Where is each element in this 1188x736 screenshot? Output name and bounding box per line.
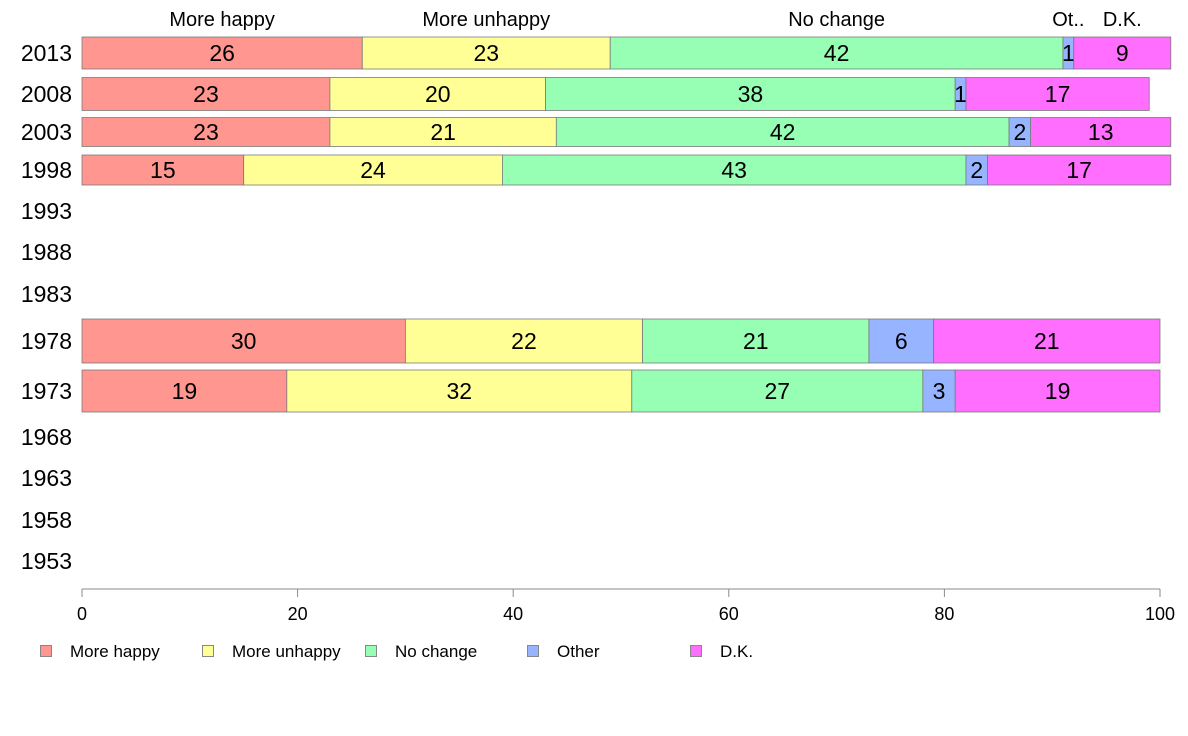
top-segment-label: No change bbox=[788, 9, 885, 31]
bar-value-label: 32 bbox=[447, 378, 473, 404]
year-label: 1998 bbox=[21, 157, 72, 183]
legend: More happy More unhappy No change Other D.K. bbox=[40, 642, 1140, 662]
year-label: 1958 bbox=[21, 507, 72, 533]
bar-segment bbox=[545, 77, 956, 111]
bar-value-label: 6 bbox=[895, 328, 908, 354]
year-label: 2008 bbox=[21, 81, 72, 107]
bar-segment bbox=[81, 369, 288, 413]
bar-value-label: 38 bbox=[738, 81, 764, 107]
year-label: 2013 bbox=[21, 40, 72, 66]
bar-value-label: 13 bbox=[1088, 119, 1114, 145]
year-label: 1983 bbox=[21, 281, 72, 307]
bar-segment bbox=[631, 369, 924, 413]
x-tick-label: 100 bbox=[1145, 604, 1175, 624]
bar-segment bbox=[1073, 36, 1172, 70]
bar-value-label: 23 bbox=[193, 81, 219, 107]
bar-segment bbox=[954, 369, 1161, 413]
bar-value-label: 27 bbox=[765, 378, 791, 404]
bar-segment bbox=[286, 369, 633, 413]
bar-value-label: 15 bbox=[150, 157, 176, 183]
bar-value-label: 1 bbox=[1062, 40, 1075, 66]
bar-value-label: 2 bbox=[970, 157, 983, 183]
bar-value-label: 20 bbox=[425, 81, 451, 107]
bar-value-label: 21 bbox=[743, 328, 769, 354]
bar-segment bbox=[642, 318, 870, 364]
bar-value-label: 43 bbox=[721, 157, 747, 183]
bar-value-label: 22 bbox=[511, 328, 537, 354]
bar-segment bbox=[1030, 117, 1172, 147]
bar-segment bbox=[987, 154, 1172, 186]
top-segment-label: D.K. bbox=[1103, 9, 1142, 31]
bar-value-label: 26 bbox=[209, 40, 235, 66]
bar-value-label: 2 bbox=[1013, 119, 1026, 145]
bar-segment bbox=[868, 318, 935, 364]
bar-value-label: 1 bbox=[954, 81, 967, 107]
legend-swatch bbox=[527, 645, 539, 657]
top-segment-label: More happy bbox=[169, 9, 275, 31]
year-axis-labels: 2013 2008 2003 1998 1993 1988 1983 1978 1973 1968… bbox=[21, 40, 72, 574]
bar-value-label: 24 bbox=[360, 157, 386, 183]
bar-segment bbox=[81, 77, 331, 111]
year-label: 1993 bbox=[21, 198, 72, 224]
bar-segment bbox=[81, 36, 363, 70]
bar-segment bbox=[243, 154, 503, 186]
bar-segment bbox=[965, 77, 1150, 111]
bar-value-label: 19 bbox=[172, 378, 198, 404]
top-segment-label: Ot.. bbox=[1052, 9, 1084, 31]
bar-value-label: 3 bbox=[933, 378, 946, 404]
x-tick-label: 0 bbox=[77, 604, 87, 624]
bar-value-label: 17 bbox=[1066, 157, 1092, 183]
bar-segment bbox=[329, 77, 546, 111]
bar-value-label: 9 bbox=[1116, 40, 1129, 66]
legend-label: Other bbox=[557, 642, 600, 661]
bar-value-label: 21 bbox=[430, 119, 456, 145]
year-label: 1988 bbox=[21, 239, 72, 265]
legend-label: D.K. bbox=[720, 642, 754, 661]
legend-swatch bbox=[202, 645, 214, 657]
bar-value-label: 17 bbox=[1045, 81, 1071, 107]
bar-value-label: 30 bbox=[231, 328, 257, 354]
bar-segment bbox=[555, 117, 1010, 147]
x-tick-label: 40 bbox=[503, 604, 523, 624]
x-tick-label: 80 bbox=[934, 604, 954, 624]
bar-segment bbox=[361, 36, 611, 70]
legend-label: More happy bbox=[70, 642, 160, 661]
bar-segment bbox=[502, 154, 967, 186]
bar-segment bbox=[609, 36, 1064, 70]
bar-segment bbox=[81, 318, 406, 364]
year-label: 1963 bbox=[21, 465, 72, 491]
year-label: 1973 bbox=[21, 378, 72, 404]
year-label: 1968 bbox=[21, 424, 72, 450]
bar-value-label: 23 bbox=[473, 40, 499, 66]
x-axis: 0 20 40 60 80 100 bbox=[77, 588, 1175, 624]
bar-value-label: 42 bbox=[824, 40, 850, 66]
x-tick-label: 20 bbox=[288, 604, 308, 624]
top-segment-label: More unhappy bbox=[422, 9, 550, 31]
legend-swatch bbox=[40, 645, 52, 657]
bar-segment bbox=[81, 117, 331, 147]
bar-segment bbox=[922, 369, 956, 413]
year-label: 2003 bbox=[21, 119, 72, 145]
year-label: 1953 bbox=[21, 548, 72, 574]
legend-swatch bbox=[365, 645, 377, 657]
legend-label: No change bbox=[395, 642, 478, 661]
legend-label: More unhappy bbox=[232, 642, 341, 661]
legend-swatch bbox=[690, 645, 702, 657]
bar-segment bbox=[933, 318, 1161, 364]
bar-value-label: 19 bbox=[1045, 378, 1071, 404]
bar-value-label: 23 bbox=[193, 119, 219, 145]
x-tick-label: 60 bbox=[719, 604, 739, 624]
bar-value-label: 42 bbox=[770, 119, 796, 145]
bar-segment bbox=[81, 154, 245, 186]
top-segment-labels: More happy More unhappy No change Ot.. D.K. bbox=[169, 9, 1141, 31]
bar-segment bbox=[404, 318, 643, 364]
year-label: 1978 bbox=[21, 328, 72, 354]
bar-value-label: 21 bbox=[1034, 328, 1060, 354]
